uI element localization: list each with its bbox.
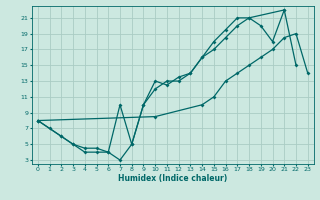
X-axis label: Humidex (Indice chaleur): Humidex (Indice chaleur) (118, 174, 228, 183)
